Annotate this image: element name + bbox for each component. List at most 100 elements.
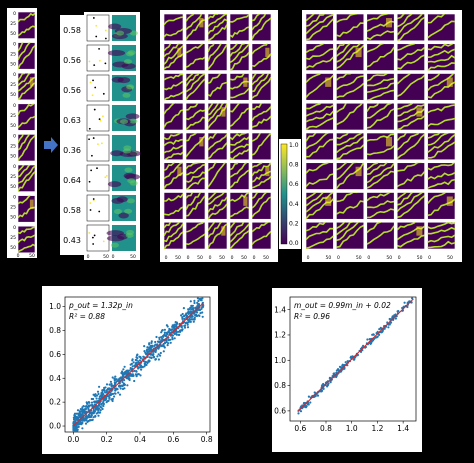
stripe-group (427, 133, 456, 159)
stripe-line (427, 222, 456, 230)
scatter-plot-2: 0.6 0.8 1.0 1.2 1.4 0.6 0.8 1.0 1.2 1.4 m_out = 0.… (272, 288, 422, 452)
scatter-point (321, 389, 324, 392)
stripe-line (164, 193, 183, 202)
grid-right-cell-5-2 (366, 162, 395, 190)
stripe-line (366, 73, 389, 82)
grid-left-cell-2-0 (163, 73, 184, 101)
bright-patch (29, 199, 34, 209)
stripe-line (306, 227, 334, 241)
scatter-point (118, 393, 122, 396)
scatter-point (78, 410, 81, 413)
grid-left-cell-3-0 (163, 102, 184, 131)
scatter-point (178, 333, 181, 336)
point-panel (86, 14, 110, 42)
stripe-line (186, 14, 195, 22)
panel-bg (427, 13, 456, 42)
scatter-point (146, 361, 149, 364)
scatter-point (391, 315, 394, 318)
scatter-point (126, 369, 129, 372)
stripe-line (230, 222, 237, 229)
field-blob (107, 50, 126, 57)
grid-right-cell-5-1 (336, 162, 365, 190)
stripe-group (230, 222, 249, 249)
bright-patch (243, 196, 248, 206)
strip-ytick-label: 25 (10, 235, 16, 241)
stripe-line (252, 43, 268, 55)
strip-xtick-label: 50 (29, 253, 35, 259)
stripe-line (397, 54, 425, 70)
scatter-point (147, 359, 150, 362)
scatter-point (108, 393, 112, 397)
scatter-point (176, 322, 179, 325)
value-column-bg (60, 15, 84, 255)
field-panel (112, 105, 140, 131)
field-blob (122, 92, 131, 98)
dot (89, 81, 92, 84)
grid-xtick-label: 50 (219, 255, 225, 261)
dot (89, 202, 92, 204)
stripe-line (306, 14, 326, 27)
stripe-line (252, 133, 271, 156)
x-tick-label: 0.2 (101, 435, 113, 444)
stripe-line (397, 115, 425, 130)
strip-ytick-label: 0 (13, 42, 16, 48)
stripe-line (306, 110, 334, 123)
point-panel (86, 164, 110, 192)
scatter-point (201, 315, 204, 318)
stripe-group (252, 222, 271, 246)
stripe-group (252, 162, 271, 189)
strip-column: 0255002550025500255002550025500255002550… (7, 8, 37, 259)
bright-patch (325, 196, 332, 206)
grid-left-cell-7-2 (207, 221, 228, 250)
scatter-point (173, 323, 176, 326)
scatter-point (160, 336, 163, 339)
panel-bg (336, 13, 365, 42)
grid-right-cell-2-2 (366, 73, 395, 101)
stripe-line (336, 133, 363, 146)
scatter-point (150, 341, 153, 344)
stripe-group (336, 43, 364, 69)
stripe-line (18, 73, 26, 81)
scatter-point (135, 362, 138, 365)
scatter-point (79, 408, 82, 411)
stripe-group (252, 14, 271, 40)
stripe-line (252, 162, 271, 177)
stripe-line (306, 133, 331, 150)
grid-right-cell-3-4 (427, 102, 456, 131)
stripe-line (366, 103, 380, 113)
stripe-line (186, 133, 198, 142)
stripe-line (306, 192, 334, 213)
stripe-group (18, 73, 35, 100)
point-panel-frame (86, 134, 110, 162)
scatter-point (77, 416, 81, 419)
stripe-line (366, 162, 379, 171)
scatter-point (87, 415, 90, 418)
stripe-line (366, 43, 385, 53)
scatter-point (322, 387, 325, 390)
bright-patch (199, 18, 204, 28)
stripe-line (164, 133, 183, 141)
scatter-point (135, 356, 138, 359)
strip-ytick-label: 0 (13, 164, 16, 170)
stripe-line (208, 103, 225, 123)
dot (93, 234, 96, 237)
stripe-line (366, 30, 395, 41)
scatter-point (85, 417, 88, 420)
stripe-line (230, 143, 249, 154)
field-panel (107, 165, 141, 191)
field-blob (123, 59, 132, 65)
grid-xtick-label: 50 (386, 255, 392, 261)
dot (104, 37, 107, 40)
scatter-point (177, 330, 180, 333)
scatter-point (122, 368, 125, 371)
bright-patch (385, 18, 393, 28)
grid-right-cell-4-4 (427, 132, 456, 161)
stripe-group (306, 14, 334, 41)
field-blob (113, 209, 122, 215)
grid-left-cell-0-4 (251, 13, 272, 42)
scatter-point (196, 297, 199, 300)
scatter-point (165, 331, 168, 335)
grid-xtick-label: 0 (165, 255, 168, 261)
point-panel (86, 224, 110, 252)
stripe-line (208, 203, 227, 220)
